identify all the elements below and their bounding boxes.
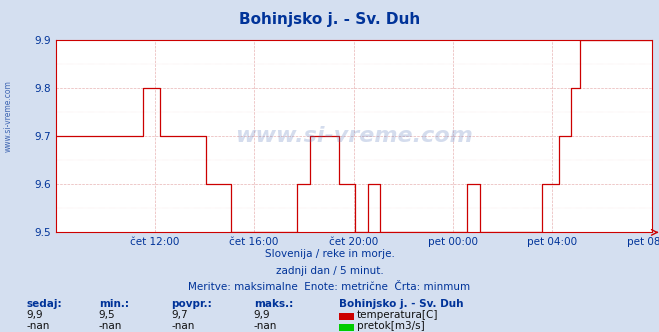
Text: zadnji dan / 5 minut.: zadnji dan / 5 minut. (275, 266, 384, 276)
Text: maks.:: maks.: (254, 299, 293, 309)
Text: www.si-vreme.com: www.si-vreme.com (3, 80, 13, 152)
Text: temperatura[C]: temperatura[C] (357, 310, 439, 320)
Text: -nan: -nan (171, 321, 194, 331)
Text: -nan: -nan (99, 321, 122, 331)
Text: 9,9: 9,9 (26, 310, 43, 320)
Text: -nan: -nan (26, 321, 49, 331)
Text: pretok[m3/s]: pretok[m3/s] (357, 321, 425, 331)
Text: -nan: -nan (254, 321, 277, 331)
Text: min.:: min.: (99, 299, 129, 309)
Text: sedaj:: sedaj: (26, 299, 62, 309)
Text: Bohinjsko j. - Sv. Duh: Bohinjsko j. - Sv. Duh (339, 299, 464, 309)
Text: Bohinjsko j. - Sv. Duh: Bohinjsko j. - Sv. Duh (239, 12, 420, 27)
Text: 9,5: 9,5 (99, 310, 115, 320)
Text: 9,9: 9,9 (254, 310, 270, 320)
Text: Slovenija / reke in morje.: Slovenija / reke in morje. (264, 249, 395, 259)
Text: Meritve: maksimalne  Enote: metrične  Črta: minmum: Meritve: maksimalne Enote: metrične Črta… (188, 283, 471, 292)
Text: 9,7: 9,7 (171, 310, 188, 320)
Text: www.si-vreme.com: www.si-vreme.com (235, 126, 473, 146)
Text: povpr.:: povpr.: (171, 299, 212, 309)
